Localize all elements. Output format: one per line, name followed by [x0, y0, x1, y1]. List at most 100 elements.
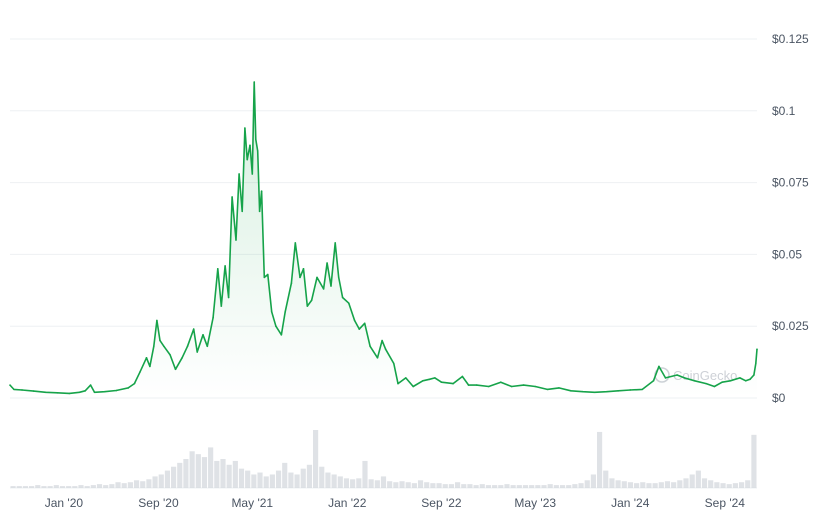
volume-bar	[220, 459, 226, 488]
price-point	[440, 381, 443, 384]
price-point	[206, 345, 209, 348]
volume-bar	[553, 485, 559, 488]
volume-bar	[522, 485, 529, 488]
price-point	[238, 173, 240, 175]
price-point	[133, 382, 136, 385]
volume-bar	[541, 485, 547, 488]
volume-bar	[646, 483, 652, 488]
volume-bar	[140, 481, 146, 488]
price-point	[202, 334, 204, 336]
volume-bar	[343, 478, 350, 488]
price-point	[224, 265, 226, 267]
volume-bar	[701, 478, 708, 488]
volume-bar	[41, 486, 47, 488]
x-tick-label: Jan '22	[328, 496, 367, 510]
price-point	[32, 390, 35, 392]
volume-bar	[245, 470, 251, 488]
price-point	[310, 299, 313, 302]
price-area	[10, 82, 757, 398]
price-point	[412, 385, 414, 388]
volume-bar	[177, 462, 183, 488]
price-point	[330, 285, 332, 287]
price-point	[275, 325, 277, 328]
x-tick-label: Jan '24	[611, 496, 650, 510]
volume-bar	[454, 482, 461, 488]
price-point	[260, 190, 263, 193]
volume-bar	[424, 482, 430, 488]
x-axis: Jan '20 Sep '20 May '21 Jan '22 Sep '22 May '…	[45, 496, 746, 510]
price-point	[749, 378, 751, 381]
price-point	[220, 305, 223, 307]
price-point	[358, 328, 361, 330]
price-point	[729, 379, 732, 382]
volume-bar	[195, 454, 201, 488]
price-point	[404, 377, 407, 379]
price-point	[641, 388, 644, 391]
volume-bar	[368, 479, 374, 488]
price-point	[558, 387, 560, 389]
price-point	[676, 374, 678, 376]
price-point	[159, 339, 161, 342]
price-point	[253, 81, 256, 83]
volume-bar	[751, 434, 757, 488]
volume-bar	[411, 483, 417, 488]
x-tick-label: May '23	[514, 496, 556, 510]
volume-bar	[442, 484, 448, 488]
price-point	[629, 389, 632, 391]
price-point	[693, 379, 696, 382]
volume-bar	[726, 484, 732, 488]
price-point	[56, 392, 59, 394]
volume-bar	[208, 447, 214, 488]
volume-bar	[78, 485, 84, 488]
price-point	[652, 379, 655, 382]
volume-bar	[374, 480, 380, 488]
price-line-layer	[9, 81, 758, 395]
price-point	[334, 242, 337, 244]
x-tick-label: Sep '22	[421, 496, 462, 510]
volume-bar	[436, 483, 442, 488]
volume-bar	[337, 476, 343, 488]
price-point	[299, 276, 301, 279]
volume-bar	[350, 479, 356, 488]
price-point	[216, 267, 219, 270]
price-point	[369, 345, 371, 348]
price-point	[461, 375, 464, 378]
price-point	[290, 282, 293, 284]
volume-bar	[300, 468, 306, 488]
volume-bar	[214, 460, 220, 488]
volume-bar	[109, 484, 115, 488]
price-point	[467, 384, 470, 386]
volume-bar	[35, 485, 41, 488]
volume-bar	[257, 472, 263, 488]
volume-bar	[201, 457, 208, 488]
volume-bar	[399, 481, 405, 488]
volume-bar	[732, 483, 738, 488]
volume-bar	[275, 470, 282, 488]
x-tick-label: Sep '20	[138, 496, 179, 510]
price-point	[139, 371, 141, 373]
price-point	[617, 390, 620, 392]
volume-bar	[90, 485, 96, 488]
price-point	[302, 267, 305, 270]
volume-bar	[325, 472, 331, 488]
volume-bar	[535, 485, 541, 488]
price-point	[546, 388, 549, 391]
volume-bar	[319, 466, 325, 488]
y-tick-label: $0.05	[772, 247, 802, 261]
volume-bar	[658, 482, 664, 488]
price-point	[452, 382, 454, 385]
price-point	[115, 389, 118, 392]
volume-bar	[96, 484, 103, 488]
price-point	[306, 305, 309, 307]
price-point	[84, 390, 87, 392]
price-point	[337, 276, 340, 279]
volume-bar	[387, 481, 393, 488]
volume-bar	[183, 459, 189, 488]
x-tick-label: Sep '24	[705, 496, 746, 510]
volume-bar	[640, 482, 646, 488]
volume-bar	[251, 474, 257, 488]
price-point	[212, 316, 214, 319]
volume-bar	[263, 476, 269, 488]
price-point	[510, 385, 513, 388]
